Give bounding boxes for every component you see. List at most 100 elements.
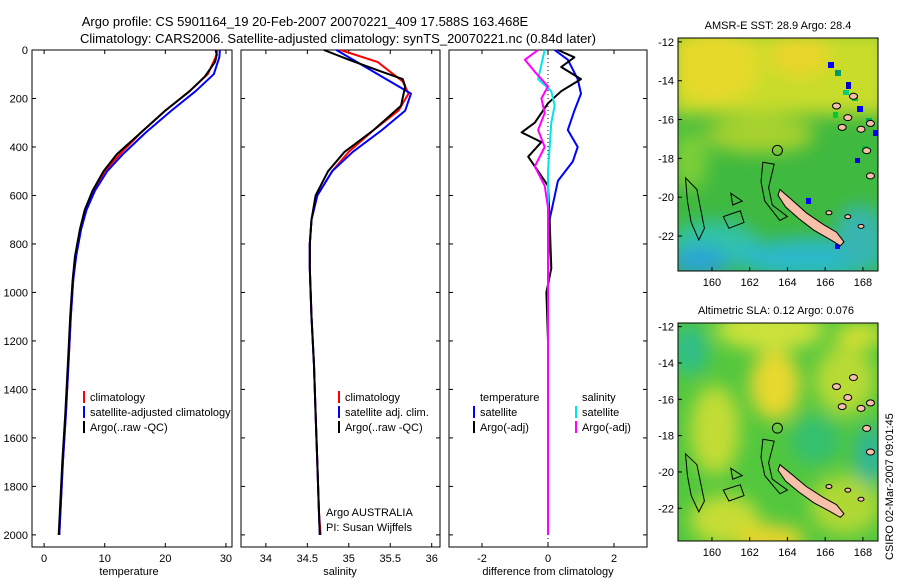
legend-label-climatology: climatology (345, 392, 401, 404)
lon-tick-label: 164 (778, 277, 796, 289)
series-line-salinity-satellite (537, 49, 556, 535)
sla-map-frame (677, 322, 879, 542)
bathymetry-contour (722, 210, 745, 229)
legend-label-sal-satellite: satellite (582, 407, 619, 419)
float-owner-note: Argo AUSTRALIA (326, 507, 413, 519)
bathymetry-contour (760, 438, 789, 495)
legend-label-satellite-adjusted: satellite-adjusted climatology (90, 407, 231, 419)
island (831, 102, 841, 110)
temperature-legend: climatology satellite-adjusted climatolo… (83, 391, 231, 434)
series-line-argo-raw-qc- (308, 49, 407, 535)
legend-label-climatology: climatology (90, 392, 146, 404)
lon-tick-label: 162 (741, 547, 759, 559)
figure-title-line1: Argo profile: CS 5901164_19 20-Feb-2007 … (82, 14, 529, 29)
x-tick-label: 35 (343, 553, 355, 565)
salinity-axes-box (240, 49, 441, 548)
series-line-temperature-argo-adj- (520, 49, 582, 535)
island (856, 125, 866, 133)
island (825, 210, 833, 216)
x-tick-label: -2 (477, 553, 487, 565)
bathymetry-contour (684, 176, 705, 242)
new-caledonia-island (777, 463, 845, 519)
argo-float-marker (771, 422, 783, 434)
salinity-panel: 34 34.5 35 35.5 36 climatology satellite adj… (240, 49, 441, 578)
difference-panel: -2 0 2 temperature salinity satellite Argo… (448, 49, 648, 578)
temperature-axes-box (31, 49, 233, 548)
argo-float-marker (771, 144, 783, 156)
legend-label-satellite-adj: satellite adj. clim. (345, 407, 429, 419)
lat-tick-label: -12 (658, 37, 674, 49)
y-tick-label: 0 (22, 45, 28, 57)
y-tick-label: 1200 (4, 336, 28, 348)
lat-tick-label: -20 (658, 192, 674, 204)
lat-tick-label: -14 (658, 76, 674, 88)
x-tick-label: 2 (611, 553, 617, 565)
island (844, 214, 852, 220)
island (865, 172, 875, 180)
y-tick-label: 200 (10, 93, 28, 105)
legend-header-temperature: temperature (480, 392, 539, 404)
lon-tick-label: 168 (854, 547, 872, 559)
y-tick-label: 1600 (4, 433, 28, 445)
sst-map: AMSR-E SST: 28.9 Argo: 28.4 (658, 20, 879, 289)
lat-tick-label: -22 (658, 503, 674, 515)
lat-tick-label: -16 (658, 394, 674, 406)
float-pi-note: PI: Susan Wijffels (326, 522, 412, 534)
series-line-argo-raw-qc- (57, 49, 218, 535)
lon-tick-label: 162 (741, 277, 759, 289)
temperature-xlabel: temperature (99, 566, 158, 578)
bathymetry-contour (730, 467, 744, 480)
difference-legend: temperature salinity satellite Argo(-adj… (473, 392, 631, 434)
sla-field (678, 323, 878, 541)
x-tick-label: 20 (159, 553, 171, 565)
lat-tick-label: -20 (658, 467, 674, 479)
lon-tick-label: 168 (854, 277, 872, 289)
island (843, 393, 853, 401)
y-tick-label: 600 (10, 190, 28, 202)
island (857, 223, 865, 229)
lon-tick-label: 160 (703, 547, 721, 559)
island (865, 119, 875, 127)
legend-label-temp-argo: Argo(-adj) (480, 422, 529, 434)
lon-tick-label: 166 (816, 547, 834, 559)
island (865, 399, 875, 407)
salinity-xlabel: salinity (323, 566, 357, 578)
sst-map-title: AMSR-E SST: 28.9 Argo: 28.4 (705, 20, 852, 32)
salinity-legend: climatology satellite adj. clim. Argo(..… (338, 391, 429, 434)
y-tick-label: 400 (10, 142, 28, 154)
new-caledonia-island (777, 188, 845, 247)
island (843, 114, 853, 122)
y-tick-label: 800 (10, 239, 28, 251)
y-tick-label: 1800 (4, 481, 28, 493)
temperature-panel: 0 10 20 30 0 200 400 600 800 1000 1200 1400 1600 1800… (4, 45, 233, 578)
lon-tick-label: 166 (816, 277, 834, 289)
island (848, 374, 858, 381)
lat-tick-label: -22 (658, 231, 674, 243)
sst-field (678, 38, 878, 271)
island (831, 383, 841, 391)
legend-label-argo: Argo(..raw -QC) (345, 422, 423, 434)
bathymetry-contour (684, 452, 705, 514)
y-tick-label: 2000 (4, 530, 28, 542)
y-tick-label: 1000 (4, 287, 28, 299)
lat-tick-label: -14 (658, 358, 674, 370)
x-tick-label: 34.5 (297, 553, 318, 565)
lat-tick-label: -12 (658, 322, 674, 334)
island (844, 487, 852, 493)
sst-map-frame (677, 37, 879, 272)
island (862, 424, 872, 432)
y-tick-label: 1400 (4, 384, 28, 396)
island (837, 403, 847, 411)
timestamp-stamp: CSIRO 02-Mar-2007 09:01:45 (884, 413, 896, 560)
lon-tick-label: 164 (778, 547, 796, 559)
coastlines (684, 92, 875, 247)
x-tick-label: 30 (220, 553, 232, 565)
island (837, 123, 847, 131)
bathymetry-contour (760, 161, 789, 222)
legend-label-sal-argo: Argo(-adj) (582, 422, 631, 434)
figure-title-line2: Climatology: CARS2006. Satellite-adjuste… (80, 31, 596, 46)
lat-tick-label: -18 (658, 153, 674, 165)
island (865, 448, 875, 456)
sla-map-title: Altimetric SLA: 0.12 Argo: 0.076 (698, 305, 854, 317)
